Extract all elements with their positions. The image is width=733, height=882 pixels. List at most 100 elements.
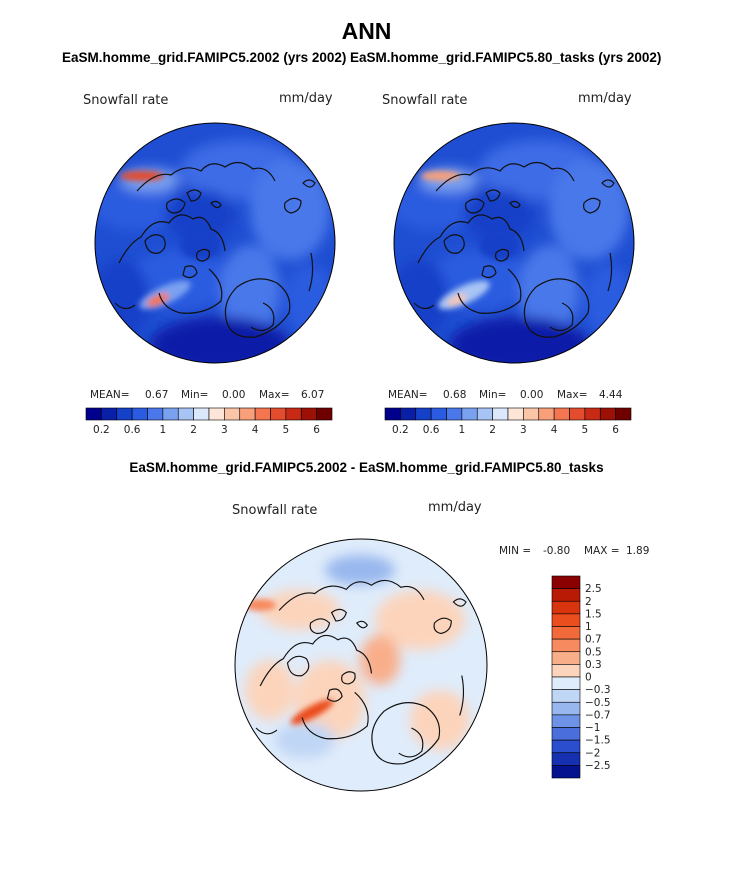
panel1-colorbar-tick-label: 5 (283, 424, 290, 436)
panel2-max-value: 4.44 (599, 389, 623, 401)
difference-colorbar-swatch (551, 600, 581, 615)
difference-colorbar-swatch (551, 575, 581, 589)
panel2-colorbar-tick-label: 0.6 (423, 424, 440, 436)
panel1-colorbar-swatch (177, 407, 194, 421)
panel2-mean-label: MEAN= (388, 389, 428, 401)
panel1-units-label: mm/day (279, 91, 333, 106)
panel1-max-label: Max= (259, 389, 290, 401)
difference-colorbar-tick-label: −1 (585, 722, 600, 734)
difference-colorbar-tick-label: 1 (585, 621, 592, 633)
panel1-colorbar-tick-label: 0.2 (93, 424, 110, 436)
difference-colorbar-swatch (551, 588, 581, 602)
difference-min-label: MIN = (499, 545, 532, 557)
panel1-variable-label: Snowfall rate (83, 93, 169, 108)
panel1-colorbar-swatch (116, 407, 133, 421)
panel2-colorbar-tick-label: 3 (520, 424, 527, 436)
panel2-colorbar-tick-label: 4 (551, 424, 558, 436)
difference-colorbar-tick-label: 0 (585, 672, 592, 684)
panel1-min-value: 0.00 (222, 389, 246, 401)
difference-colorbar-swatch (551, 638, 581, 653)
panel2-colorbar-tick-label: 5 (582, 424, 589, 436)
panel2-colorbar-swatch (461, 407, 478, 421)
panel1-colorbar-tick-label: 0.6 (124, 424, 141, 436)
panel1-colorbar-tick-label: 4 (252, 424, 259, 436)
difference-colorbar-swatch (551, 701, 581, 716)
panel1-colorbar-swatch (239, 407, 256, 421)
difference-colorbar: 2.521.510.70.50.30−0.3−0.5−0.7−1−1.5−2−2… (551, 575, 611, 779)
difference-colorbar-swatch (551, 689, 581, 703)
panel2-colorbar-swatch (476, 407, 493, 421)
panel1-title: EaSM.homme_grid.FAMIPC5.2002 (yrs 2002) (62, 50, 347, 65)
panel2-mean-value: 0.68 (443, 389, 467, 401)
panel2-colorbar-swatch (507, 407, 524, 421)
panel1-colorbar-tick-label: 1 (160, 424, 167, 436)
difference-colorbar-swatch (551, 727, 581, 741)
difference-colorbar-swatch (551, 676, 581, 690)
difference-map-border (234, 538, 488, 792)
panel2-colorbar-swatch (430, 407, 447, 421)
panel2-colorbar-swatch (446, 407, 463, 421)
panel1-mean-value: 0.67 (145, 389, 169, 401)
panel1-colorbar-tick-label: 2 (190, 424, 197, 436)
difference-colorbar-tick-label: 2.5 (585, 583, 602, 595)
difference-colorbar-tick-label: −0.3 (585, 684, 611, 696)
difference-colorbar-swatch (551, 613, 581, 627)
difference-colorbar-tick-label: 0.3 (585, 659, 602, 671)
panel1-colorbar-swatch (101, 407, 118, 421)
panel1-colorbar-swatch (85, 407, 102, 421)
difference-max-value: 1.89 (626, 545, 650, 557)
difference-colorbar-tick-label: −2 (585, 747, 600, 759)
difference-max-label: MAX = (584, 545, 620, 557)
main-title: ANN (341, 18, 392, 44)
difference-colorbar-tick-label: −0.5 (585, 697, 611, 709)
difference-title: EaSM.homme_grid.FAMIPC5.2002 - EaSM.homm… (129, 460, 604, 475)
panel1-colorbar-swatch (131, 407, 148, 421)
panel1-colorbar-swatch (300, 407, 317, 421)
panel2-colorbar-swatch (384, 407, 401, 421)
panel2-colorbar-swatch (584, 407, 601, 421)
difference-colorbar-swatch (551, 714, 581, 728)
difference-colorbar-swatch (551, 752, 581, 766)
panel2-colorbar-swatch (492, 407, 509, 421)
difference-colorbar-tick-label: −2.5 (585, 760, 611, 772)
panel1-max-value: 6.07 (301, 389, 325, 401)
panel1-min-label: Min= (181, 389, 209, 401)
difference-colorbar-tick-label: 0.5 (585, 646, 602, 658)
panel2-colorbar-tick-label: 0.2 (392, 424, 409, 436)
panel1-map-border (94, 122, 336, 364)
difference-colorbar-swatch (551, 664, 581, 678)
panel2-map (394, 123, 634, 363)
panel2-colorbar-swatch (400, 407, 417, 421)
panel1-colorbar-tick-label: 6 (313, 424, 320, 436)
panel2-colorbar-swatch (538, 407, 555, 421)
panel1-map (95, 123, 335, 363)
difference-units-label: mm/day (428, 500, 482, 515)
panel1-colorbar-swatch (147, 407, 164, 421)
difference-colorbar-tick-label: 2 (585, 596, 592, 608)
panel1-colorbar-swatch (193, 407, 210, 421)
difference-map (235, 539, 487, 791)
panel2-map-border (393, 122, 635, 364)
panel2-colorbar: 0.2 0.6 1 2 3 4 5 6 (384, 407, 632, 436)
difference-variable-label: Snowfall rate (232, 503, 318, 518)
panel2-variable-label: Snowfall rate (382, 93, 468, 108)
difference-colorbar-tick-label: −1.5 (585, 735, 611, 747)
panel1-colorbar-swatch (224, 407, 241, 421)
panel2-colorbar-swatch (553, 407, 570, 421)
panel1-colorbar-tick-label: 3 (221, 424, 228, 436)
panel2-max-label: Max= (557, 389, 588, 401)
panel1-colorbar-swatch (285, 407, 302, 421)
difference-colorbar-tick-label: 0.7 (585, 634, 602, 646)
panel1-colorbar-swatch (270, 407, 287, 421)
panel1-mean-label: MEAN= (90, 389, 130, 401)
panel2-units-label: mm/day (578, 91, 632, 106)
panel2-colorbar-tick-label: 6 (612, 424, 619, 436)
panel2-colorbar-swatch (599, 407, 616, 421)
panel2-min-label: Min= (479, 389, 507, 401)
panel2-colorbar-swatch (415, 407, 432, 421)
panel1-colorbar-swatch (254, 407, 271, 421)
panel1-colorbar-swatch (316, 407, 333, 421)
panel1-colorbar-swatch (162, 407, 179, 421)
panel2-colorbar-tick-label: 2 (489, 424, 496, 436)
